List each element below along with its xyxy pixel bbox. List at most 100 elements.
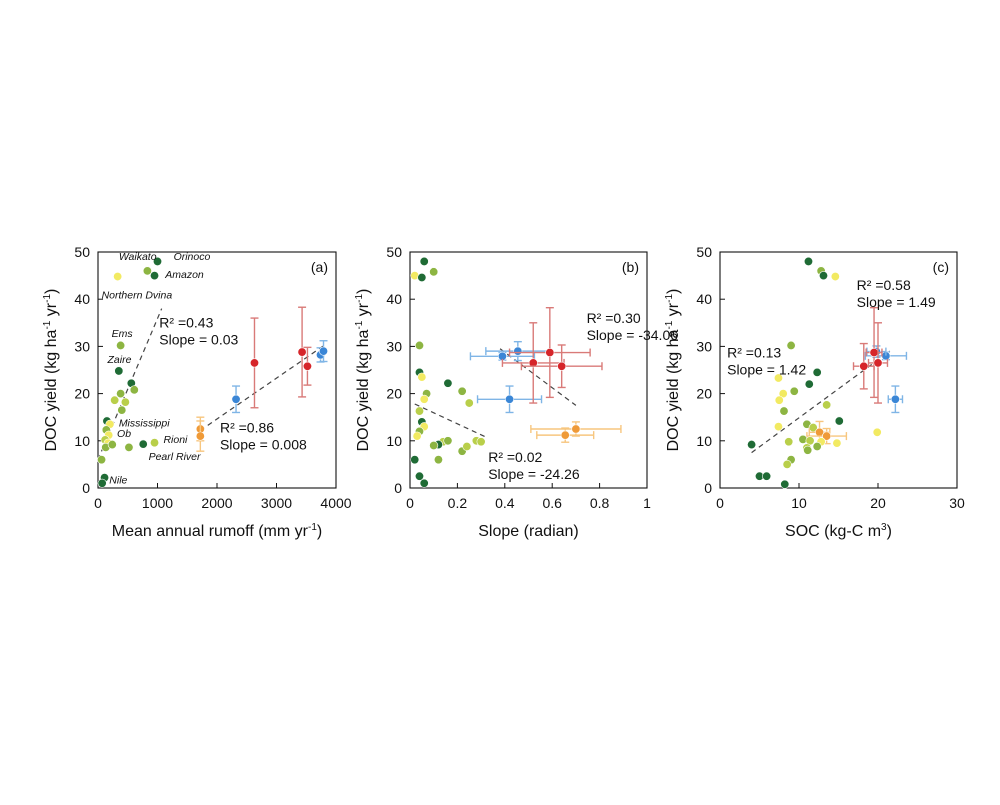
data-point: [803, 256, 813, 266]
y-tick-label: 10: [74, 433, 90, 449]
trend-line: [499, 348, 577, 406]
data-point: [774, 395, 784, 405]
data-point: [505, 394, 515, 404]
river-label: Northern Dvina: [102, 289, 173, 301]
plot-frame: [97, 251, 337, 489]
y-tick-label: 10: [386, 433, 402, 449]
data-point: [114, 366, 124, 376]
x-tick-label: 20: [870, 495, 886, 511]
data-point: [429, 267, 439, 277]
y-axis-label-part: ): [355, 289, 372, 294]
data-point: [890, 394, 900, 404]
data-point: [417, 272, 427, 282]
r2-annotation: R² =0.13: [727, 345, 781, 361]
slope-annotation: Slope = 1.42: [727, 362, 806, 378]
data-point: [545, 348, 555, 358]
data-point: [419, 478, 429, 488]
y-tick-label: 50: [696, 244, 712, 260]
data-point: [97, 478, 107, 488]
data-point: [412, 431, 422, 441]
river-label: Amazon: [164, 269, 204, 281]
y-axis-label: DOC yield (kg ha-1 yr-1): [664, 289, 682, 452]
data-point: [812, 367, 822, 377]
data-point: [231, 394, 241, 404]
slope-annotation: Slope = 0.008: [220, 436, 307, 452]
y-tick-label: 50: [74, 244, 90, 260]
data-point: [116, 340, 126, 350]
data-point: [803, 445, 813, 455]
y-tick-label: 0: [704, 480, 712, 496]
data-point: [464, 398, 474, 408]
r2-annotation: R² =0.86: [220, 419, 274, 435]
x-axis-label: Slope (radian): [478, 523, 579, 540]
data-point: [150, 271, 160, 281]
data-point: [249, 358, 259, 368]
x-axis-label-part: Mean annual rumoff (mm yr: [112, 523, 309, 540]
data-point: [297, 347, 307, 357]
data-point: [414, 340, 424, 350]
panel-label: (b): [622, 259, 639, 275]
y-axis-label-part: DOC yield (kg ha: [665, 329, 682, 451]
plot-frame: [409, 251, 648, 489]
data-point: [560, 430, 570, 440]
x-axis-label-part: ): [317, 523, 322, 540]
x-tick-label: 4000: [320, 495, 351, 511]
x-tick-label: 30: [949, 495, 965, 511]
data-point: [830, 272, 840, 282]
x-tick-label: 0.6: [542, 495, 562, 511]
panel-label: (a): [311, 259, 328, 275]
data-point: [832, 438, 842, 448]
data-point: [773, 422, 783, 432]
x-tick-label: 2000: [201, 495, 232, 511]
data-point: [419, 256, 429, 266]
x-tick-label: 0: [406, 495, 414, 511]
chart-panel-a: 0 10 20 30 40 50 0 1000 2000 3000 4000 DOC yield (k…: [42, 244, 352, 540]
y-tick-label: 40: [74, 291, 90, 307]
y-axis-label-part: yr: [43, 302, 60, 320]
x-tick-label: 1: [643, 495, 651, 511]
plot-frame: [719, 251, 958, 489]
x-axis-label-part: SOC (kg-C m: [785, 523, 881, 540]
x-axis-label: SOC (kg-C m3): [785, 522, 892, 540]
data-point: [150, 438, 160, 448]
panel-label: (c): [933, 259, 949, 275]
data-point: [417, 372, 427, 382]
r2-annotation: R² =0.43: [159, 315, 213, 331]
data-point: [195, 431, 205, 441]
chart-panel-b: 0 10 20 30 40 50 0 0.2 0.4 0.6 0.8 1 DOC yield (kg h…: [354, 244, 678, 540]
data-point: [462, 441, 472, 451]
data-point: [557, 361, 567, 371]
river-label: Ems: [112, 328, 134, 340]
data-point: [571, 424, 581, 434]
y-tick-label: 30: [386, 338, 402, 354]
river-label: Waikato: [119, 251, 157, 263]
data-point: [410, 455, 420, 465]
slope-annotation: Slope = -34.06: [587, 327, 679, 343]
y-axis-label-part: DOC yield (kg ha: [355, 329, 372, 451]
data-point: [779, 406, 789, 416]
data-point: [319, 346, 329, 356]
r2-annotation: R² =0.30: [587, 310, 641, 326]
y-tick-label: 0: [394, 480, 402, 496]
data-point: [804, 379, 814, 389]
data-point: [414, 471, 424, 481]
data-point: [113, 272, 123, 282]
y-axis-label-part: yr: [355, 302, 372, 320]
data-point: [747, 440, 757, 450]
y-axis-label-part: -1: [664, 320, 675, 329]
trend-line: [414, 403, 487, 438]
river-label: Zaire: [107, 354, 132, 366]
y-axis-label-part: DOC yield (kg ha: [43, 329, 60, 451]
r2-annotation: R² =0.02: [488, 449, 542, 465]
data-point: [429, 441, 439, 451]
x-axis-label-part: -1: [308, 522, 317, 533]
data-point: [107, 440, 117, 450]
river-label: Rioni: [163, 434, 188, 446]
data-point: [780, 479, 790, 489]
y-tick-label: 50: [386, 244, 402, 260]
data-point: [784, 437, 794, 447]
data-point: [443, 436, 453, 446]
